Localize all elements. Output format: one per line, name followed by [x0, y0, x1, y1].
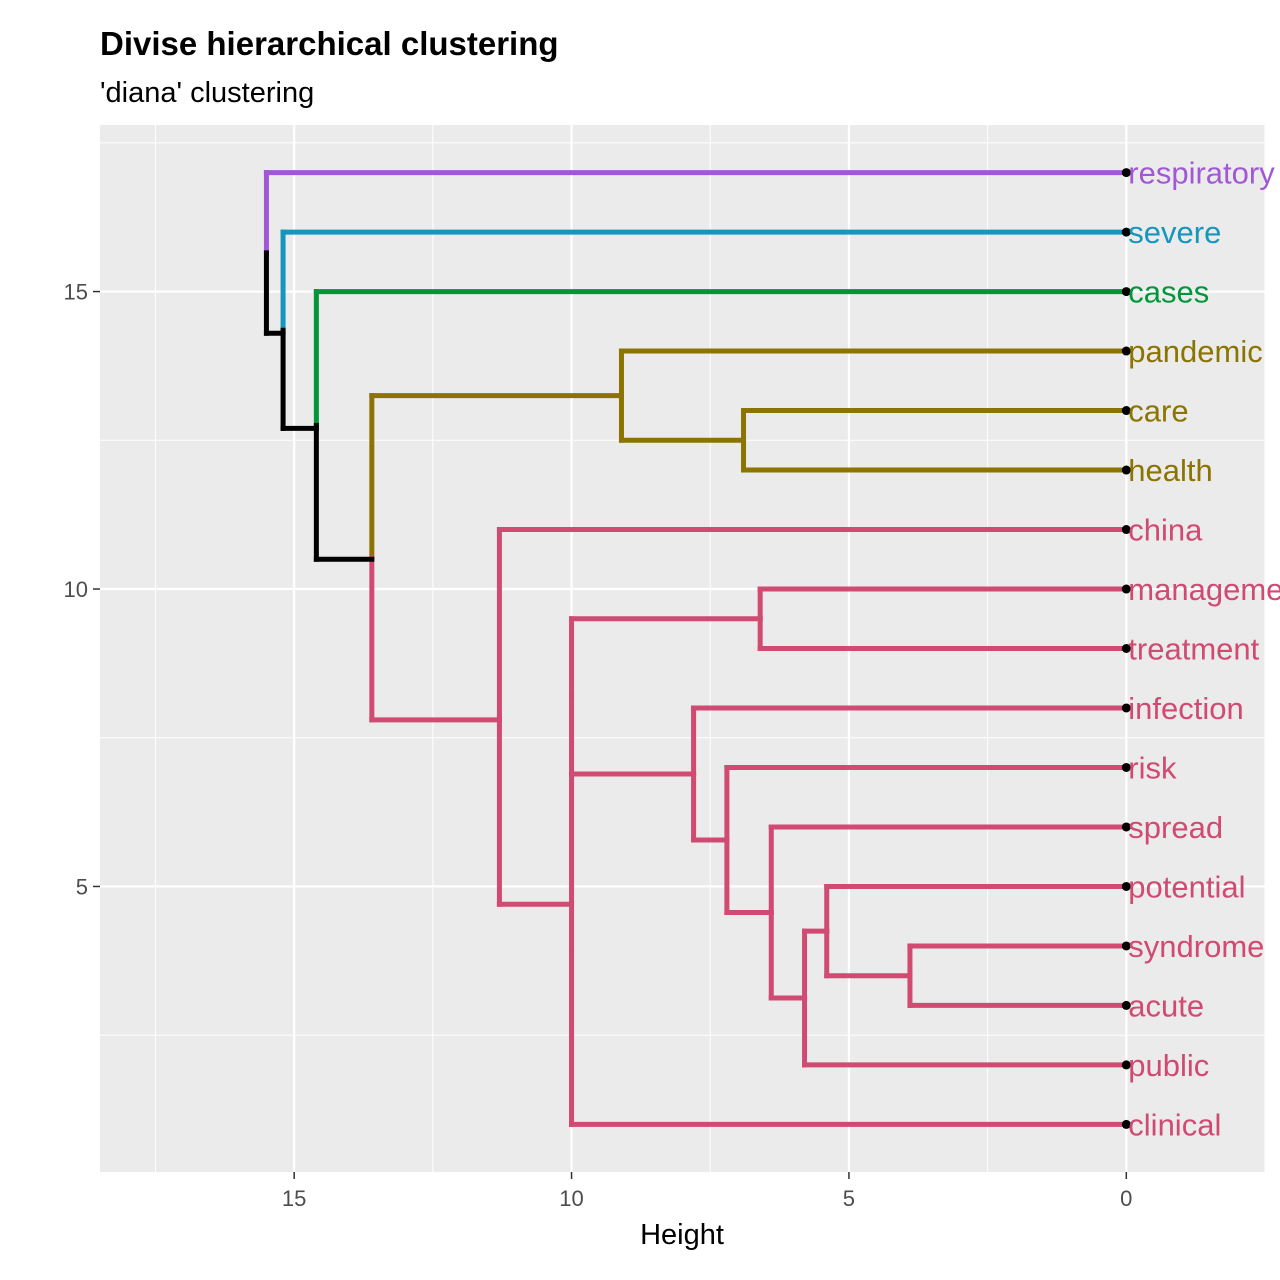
leaf-label: potential — [1128, 869, 1245, 904]
leaf-point — [1121, 1060, 1131, 1070]
x-tick-label: 0 — [1120, 1186, 1132, 1211]
leaf-point — [1121, 525, 1131, 535]
leaf-labels: respiratory severe cases pandemic care health… — [1128, 156, 1280, 1143]
leaf-label: cases — [1128, 275, 1209, 310]
leaf-points — [1121, 168, 1131, 1129]
chart-title: Divise hierarchical clustering — [100, 25, 559, 62]
leaf-point — [1121, 1000, 1131, 1010]
y-tick-label: 15 — [64, 280, 88, 305]
y-tick-label: 5 — [76, 874, 88, 899]
leaf-label: public — [1128, 1048, 1209, 1083]
leaf-label: care — [1128, 394, 1188, 429]
chart-subtitle: 'diana' clustering — [100, 77, 314, 109]
leaf-label: spread — [1128, 810, 1223, 845]
leaf-point — [1121, 822, 1131, 832]
leaf-label: risk — [1128, 750, 1177, 785]
leaf-label: syndrome — [1128, 929, 1264, 964]
axis-ticks: 15 10 5 0 5 10 15 — [64, 280, 1133, 1211]
leaf-point — [1121, 703, 1131, 713]
leaf-point — [1121, 644, 1131, 653]
leaf-point — [1121, 406, 1131, 416]
x-tick-label: 10 — [559, 1186, 583, 1211]
leaf-point — [1121, 168, 1131, 178]
leaf-label: china — [1128, 513, 1203, 548]
leaf-point — [1121, 346, 1131, 356]
leaf-point — [1121, 227, 1131, 237]
leaf-point — [1121, 881, 1131, 891]
leaf-point — [1121, 465, 1131, 475]
x-tick-label: 15 — [282, 1186, 306, 1211]
leaf-point — [1121, 762, 1131, 772]
leaf-label: infection — [1128, 691, 1243, 726]
y-tick-label: 10 — [64, 577, 88, 602]
leaf-point — [1121, 941, 1131, 951]
leaf-label: treatment — [1128, 632, 1259, 667]
leaf-label: health — [1128, 453, 1212, 488]
leaf-point — [1121, 287, 1131, 297]
leaf-point — [1121, 584, 1131, 594]
leaf-point — [1121, 1119, 1131, 1129]
leaf-label: acute — [1128, 988, 1204, 1023]
leaf-label: severe — [1128, 215, 1221, 250]
x-axis-title: Height — [640, 1219, 724, 1251]
leaf-label: respiratory — [1128, 156, 1275, 191]
x-tick-label: 5 — [843, 1186, 855, 1211]
leaf-label: management — [1128, 572, 1280, 607]
leaf-label: clinical — [1128, 1107, 1221, 1142]
leaf-label: pandemic — [1128, 334, 1262, 369]
dendrogram-branches — [263, 170, 1129, 1127]
